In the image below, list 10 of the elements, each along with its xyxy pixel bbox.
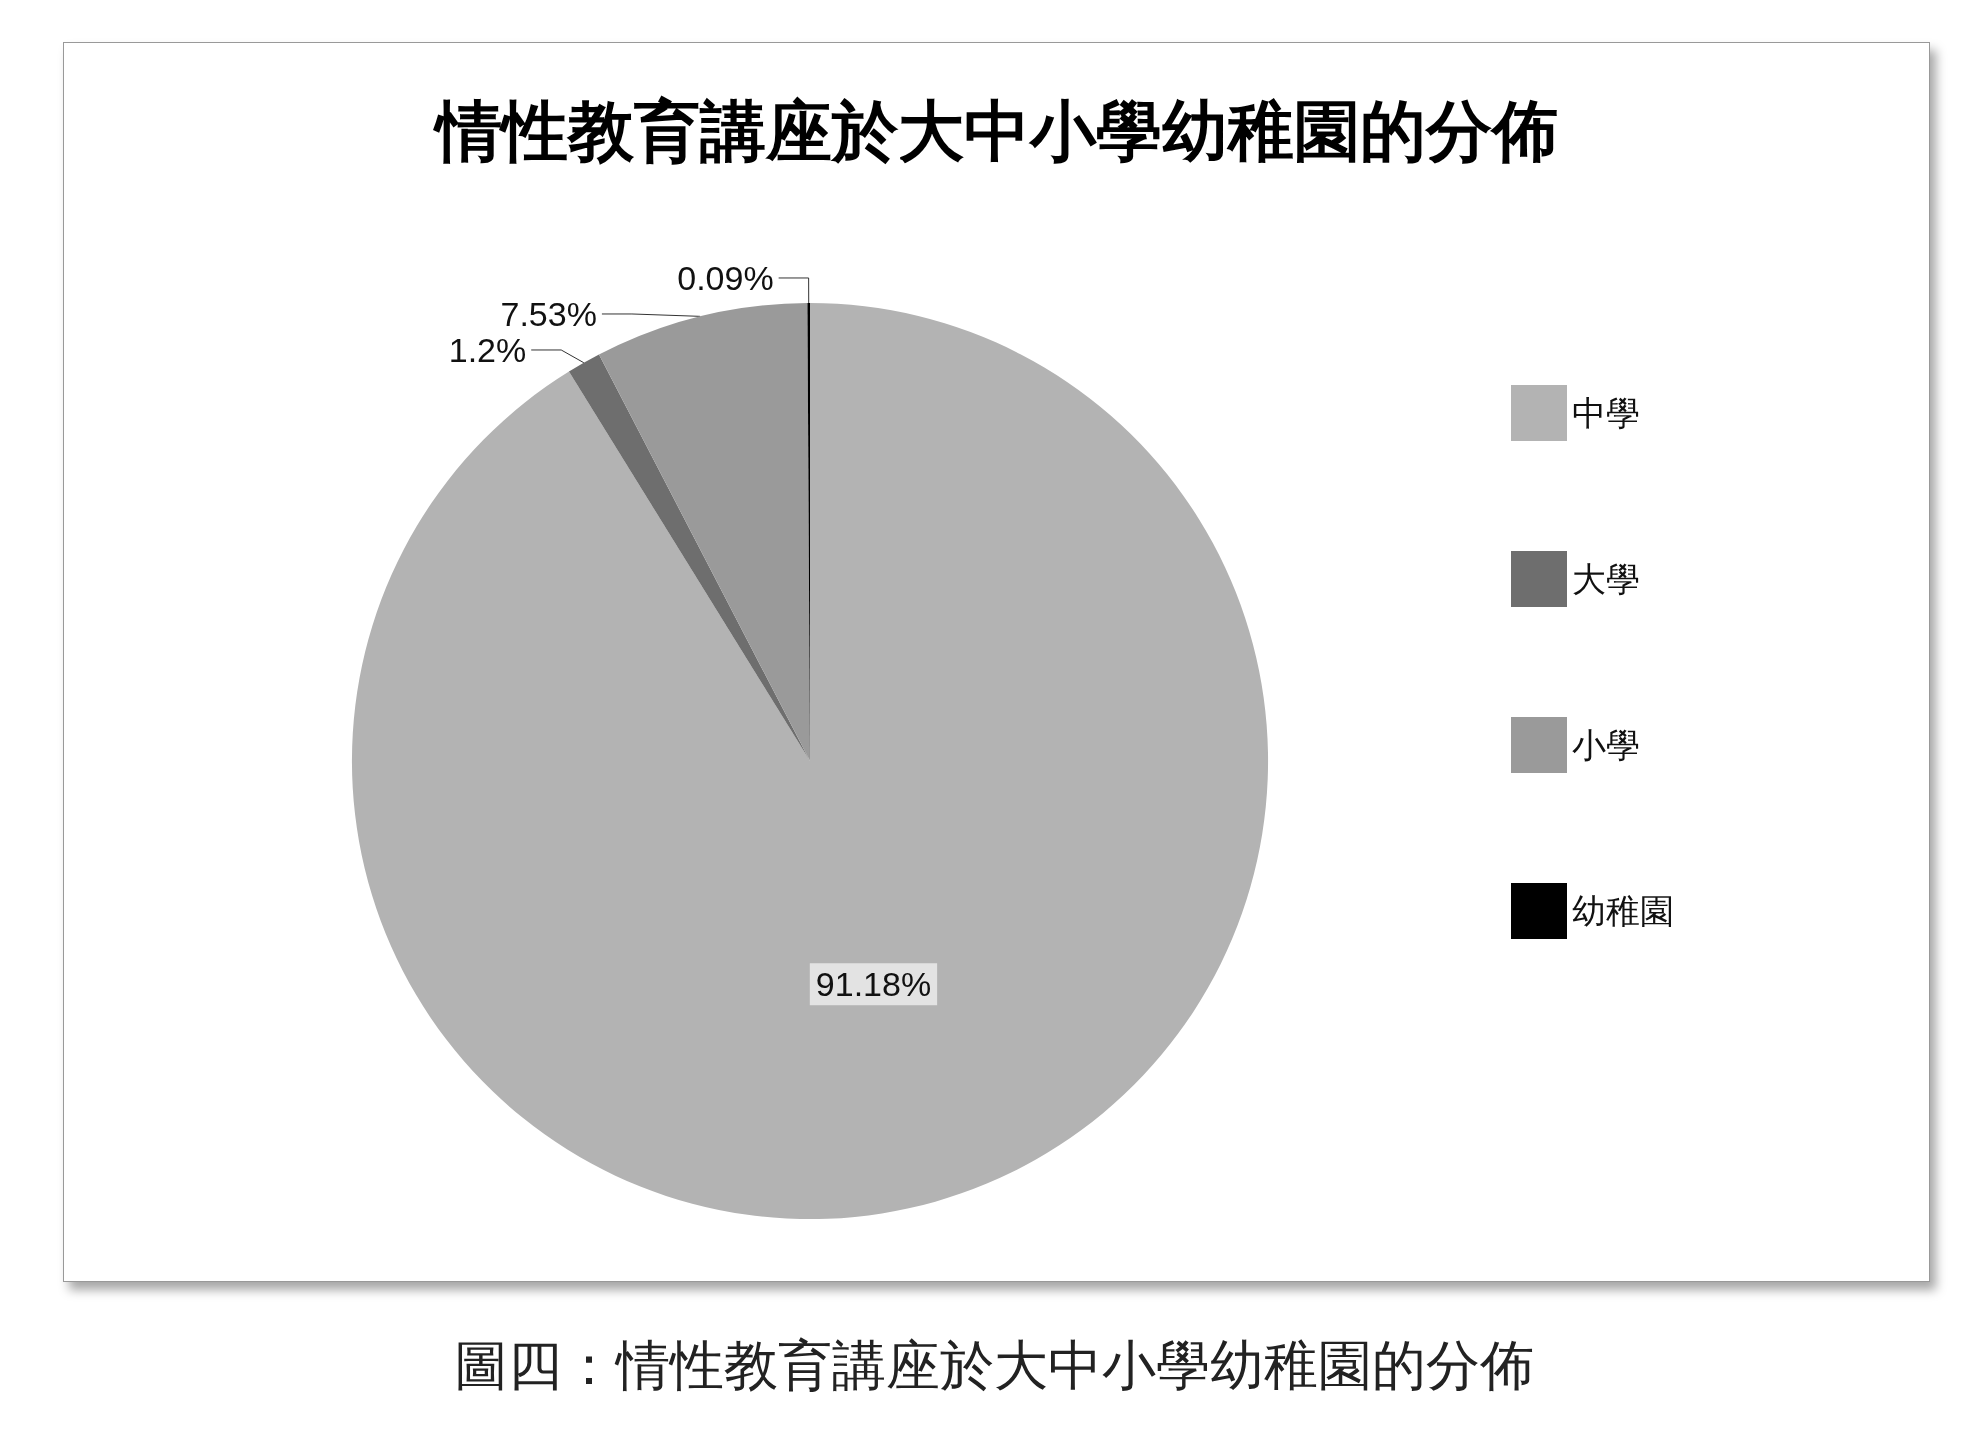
- legend-label: 中學: [1572, 394, 1640, 432]
- legend-label: 幼稚園: [1572, 892, 1674, 930]
- legend-label: 大學: [1572, 560, 1640, 598]
- data-label: 91.18%: [815, 965, 932, 1004]
- data-label: 1.2%: [448, 330, 527, 369]
- legend-label: 小學: [1572, 726, 1640, 764]
- chart-title: 情性教育講座於大中小學幼稚園的分佈: [431, 92, 1558, 170]
- data-label: 7.53%: [500, 294, 597, 333]
- text: 圖四：情性教育講座於大中小學幼稚園的分佈: [452, 1333, 1535, 1399]
- data-label: 0.09%: [677, 258, 774, 297]
